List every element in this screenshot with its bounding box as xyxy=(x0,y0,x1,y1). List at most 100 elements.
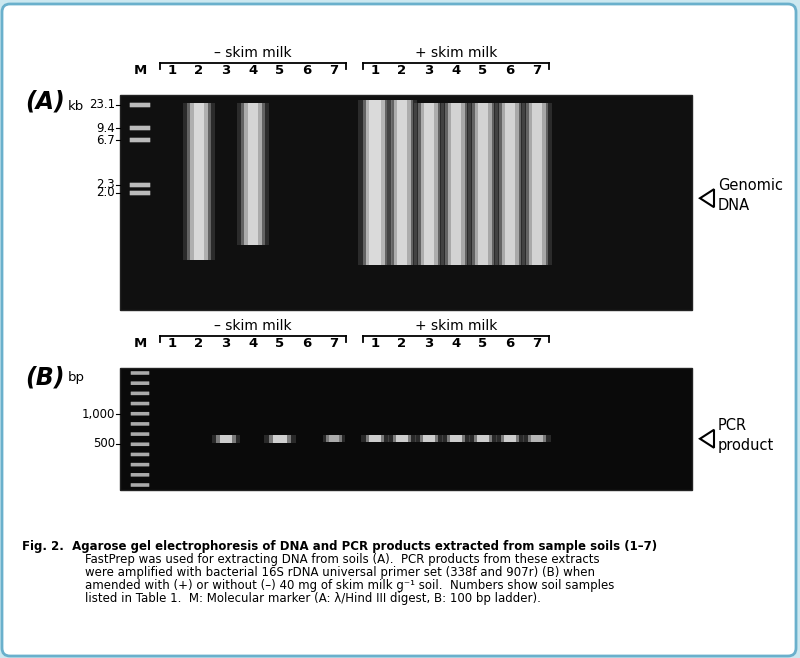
FancyBboxPatch shape xyxy=(187,103,210,260)
Text: 5: 5 xyxy=(478,64,487,77)
Text: kb: kb xyxy=(68,100,84,113)
FancyBboxPatch shape xyxy=(130,382,150,385)
Text: 6: 6 xyxy=(302,337,312,350)
FancyBboxPatch shape xyxy=(130,191,150,195)
FancyBboxPatch shape xyxy=(130,473,150,476)
FancyBboxPatch shape xyxy=(130,483,150,487)
FancyBboxPatch shape xyxy=(414,103,444,265)
FancyBboxPatch shape xyxy=(499,103,521,265)
FancyBboxPatch shape xyxy=(366,435,384,442)
FancyBboxPatch shape xyxy=(130,103,150,107)
FancyBboxPatch shape xyxy=(391,100,413,265)
FancyBboxPatch shape xyxy=(496,435,524,442)
FancyBboxPatch shape xyxy=(370,100,381,265)
FancyBboxPatch shape xyxy=(505,103,515,265)
Text: bp: bp xyxy=(68,371,85,384)
FancyBboxPatch shape xyxy=(362,100,387,265)
Text: M: M xyxy=(134,337,146,350)
FancyBboxPatch shape xyxy=(326,435,342,442)
Text: 7: 7 xyxy=(330,337,338,350)
FancyBboxPatch shape xyxy=(450,435,462,442)
FancyBboxPatch shape xyxy=(244,103,262,245)
Text: 7: 7 xyxy=(533,64,542,77)
Text: listed in Table 1.  M: Molecular marker (A: λ/Hind III digest, B: 100 bp ladder): listed in Table 1. M: Molecular marker (… xyxy=(85,592,541,605)
FancyBboxPatch shape xyxy=(442,435,470,442)
FancyBboxPatch shape xyxy=(397,100,407,265)
FancyBboxPatch shape xyxy=(130,138,150,142)
Text: 5: 5 xyxy=(275,64,285,77)
Text: 2: 2 xyxy=(194,337,203,350)
Text: 6: 6 xyxy=(506,337,514,350)
Polygon shape xyxy=(700,430,714,447)
FancyBboxPatch shape xyxy=(264,435,296,443)
Text: 2: 2 xyxy=(398,64,406,77)
FancyBboxPatch shape xyxy=(468,103,498,265)
Text: 3: 3 xyxy=(424,64,434,77)
Text: 1: 1 xyxy=(370,337,379,350)
FancyBboxPatch shape xyxy=(386,100,418,265)
FancyBboxPatch shape xyxy=(420,435,438,442)
FancyBboxPatch shape xyxy=(494,103,526,265)
Text: Genomic
DNA: Genomic DNA xyxy=(718,178,783,213)
Text: 1,000: 1,000 xyxy=(82,408,115,421)
Text: PCR
product: PCR product xyxy=(718,418,774,453)
FancyBboxPatch shape xyxy=(441,103,471,265)
Text: 4: 4 xyxy=(248,337,258,350)
FancyBboxPatch shape xyxy=(474,435,492,442)
Text: 3: 3 xyxy=(424,337,434,350)
Text: 1: 1 xyxy=(370,64,379,77)
FancyBboxPatch shape xyxy=(242,103,265,245)
FancyBboxPatch shape xyxy=(502,103,518,265)
Text: 6.7: 6.7 xyxy=(96,134,115,147)
Text: 2.3: 2.3 xyxy=(96,178,115,191)
FancyBboxPatch shape xyxy=(366,100,385,265)
FancyBboxPatch shape xyxy=(415,435,442,442)
Text: (B): (B) xyxy=(25,366,65,390)
FancyBboxPatch shape xyxy=(220,435,232,443)
FancyBboxPatch shape xyxy=(531,435,543,442)
FancyBboxPatch shape xyxy=(447,103,465,265)
FancyBboxPatch shape xyxy=(446,435,466,442)
FancyBboxPatch shape xyxy=(130,453,150,456)
FancyBboxPatch shape xyxy=(522,103,552,265)
FancyBboxPatch shape xyxy=(120,368,692,490)
Text: 1: 1 xyxy=(167,64,177,77)
FancyBboxPatch shape xyxy=(130,371,150,375)
Text: 5: 5 xyxy=(275,337,285,350)
FancyBboxPatch shape xyxy=(532,103,542,265)
Text: 3: 3 xyxy=(222,64,230,77)
FancyBboxPatch shape xyxy=(130,392,150,395)
FancyBboxPatch shape xyxy=(273,435,287,443)
FancyBboxPatch shape xyxy=(130,183,150,188)
Text: 4: 4 xyxy=(451,64,461,77)
FancyBboxPatch shape xyxy=(194,103,205,260)
Text: 4: 4 xyxy=(451,337,461,350)
FancyBboxPatch shape xyxy=(362,435,389,442)
FancyBboxPatch shape xyxy=(477,435,489,442)
FancyBboxPatch shape xyxy=(451,103,461,265)
FancyBboxPatch shape xyxy=(269,435,291,443)
FancyBboxPatch shape xyxy=(472,103,494,265)
Text: FastPrep was used for extracting DNA from soils (A).  PCR products from these ex: FastPrep was used for extracting DNA fro… xyxy=(85,553,600,566)
FancyBboxPatch shape xyxy=(394,100,410,265)
FancyBboxPatch shape xyxy=(470,435,497,442)
FancyBboxPatch shape xyxy=(445,103,467,265)
Text: 2.0: 2.0 xyxy=(96,186,115,199)
FancyBboxPatch shape xyxy=(423,435,435,442)
FancyBboxPatch shape xyxy=(329,435,339,442)
FancyBboxPatch shape xyxy=(130,126,150,130)
FancyBboxPatch shape xyxy=(529,103,546,265)
FancyBboxPatch shape xyxy=(369,435,381,442)
FancyBboxPatch shape xyxy=(526,103,548,265)
FancyBboxPatch shape xyxy=(418,103,440,265)
Text: 500: 500 xyxy=(93,437,115,450)
Text: 2: 2 xyxy=(398,337,406,350)
FancyBboxPatch shape xyxy=(393,435,411,442)
Text: M: M xyxy=(134,64,146,77)
Text: 23.1: 23.1 xyxy=(89,99,115,111)
Text: – skim milk: – skim milk xyxy=(214,319,292,333)
FancyBboxPatch shape xyxy=(501,435,519,442)
FancyBboxPatch shape xyxy=(424,103,434,265)
Text: 9.4: 9.4 xyxy=(96,122,115,134)
FancyBboxPatch shape xyxy=(130,412,150,416)
